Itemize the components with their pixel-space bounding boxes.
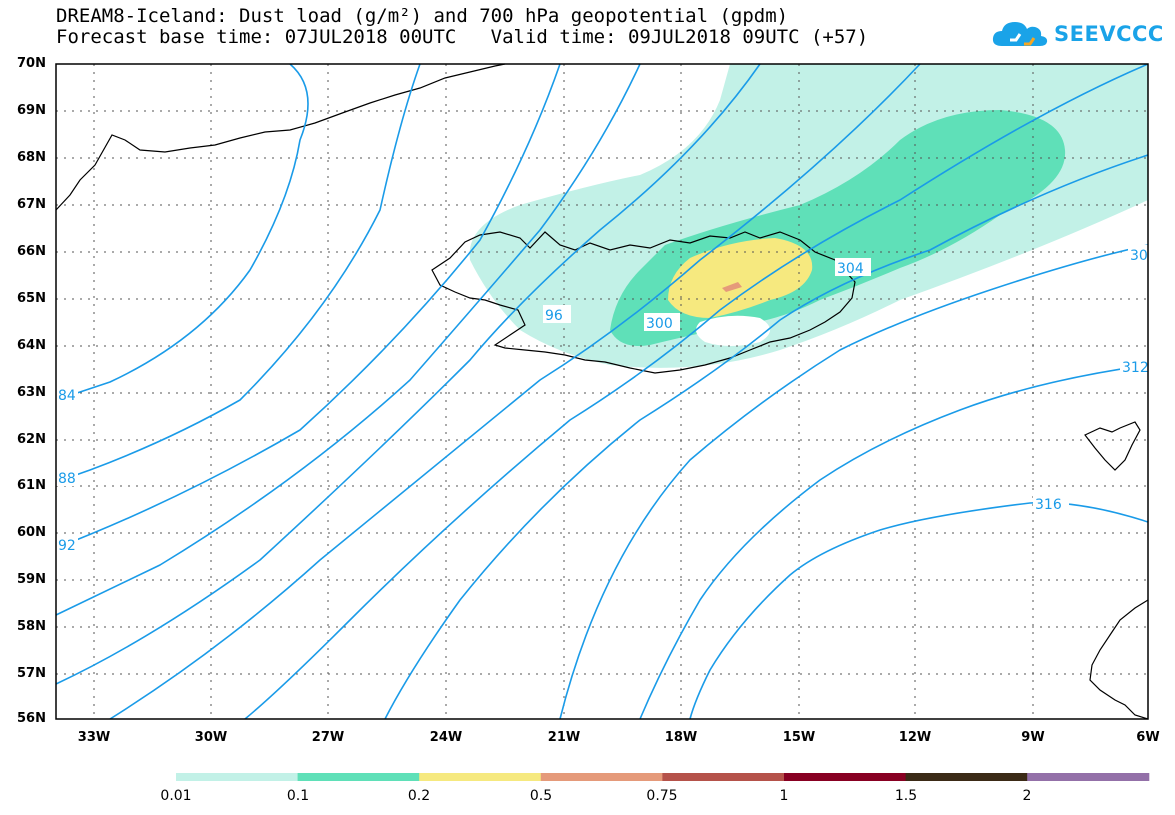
greenland-coast — [55, 63, 506, 211]
dust-hole — [696, 315, 770, 346]
colorbar-label: 0.5 — [529, 788, 553, 804]
lat-label: 66N — [17, 244, 46, 259]
lon-label: 12W — [898, 730, 932, 745]
contour-284 — [55, 63, 309, 401]
lon-label: 15W — [782, 730, 816, 745]
contour-label: 304 — [837, 261, 864, 277]
colorbar-swatch — [297, 773, 420, 781]
contour-288 — [55, 63, 421, 483]
lon-label: 30W — [194, 730, 228, 745]
contour-label: 92 — [58, 538, 76, 554]
lat-label: 70N — [17, 56, 46, 71]
coastlines — [55, 63, 1149, 720]
lon-label: 24W — [429, 730, 463, 745]
lat-label: 68N — [17, 150, 46, 165]
colorbar-swatch — [1027, 773, 1150, 781]
lon-label: 9W — [1021, 730, 1045, 745]
lat-label: 65N — [17, 291, 46, 306]
contour-labels: 84 88 92 96 300 304 30 312 316 — [56, 245, 1149, 554]
colorbar-label: 1.5 — [894, 788, 918, 804]
geopotential-contours — [55, 63, 1149, 720]
contour-label: 88 — [58, 471, 76, 487]
contour-300 — [55, 63, 761, 685]
colorbar-swatch — [905, 773, 1028, 781]
lat-label: 60N — [17, 525, 46, 540]
contour-label: 84 — [58, 388, 76, 404]
contour-label: 96 — [545, 308, 563, 324]
lat-label: 63N — [17, 385, 46, 400]
contour-308 — [244, 63, 1149, 720]
lon-label: 27W — [311, 730, 345, 745]
contour-label: 300 — [646, 316, 673, 332]
colorbar-swatch — [176, 773, 299, 781]
lat-label: 64N — [17, 338, 46, 353]
colorbar-swatch — [419, 773, 542, 781]
seevccc-logo: SEEVCCC — [990, 14, 1164, 54]
iceland-coast — [431, 231, 856, 374]
contour-label: 312 — [1122, 360, 1149, 376]
colorbar-swatch — [540, 773, 663, 781]
lat-label: 57N — [17, 666, 46, 681]
dust-0.2-region — [668, 238, 813, 318]
contour-292 — [55, 63, 561, 549]
graticule — [56, 64, 1148, 719]
map-title: DREAM8-Iceland: Dust load (g/m²) and 700… — [56, 5, 789, 27]
colorbar — [176, 773, 1150, 781]
lat-label: 58N — [17, 619, 46, 634]
dust-0.5-region — [722, 282, 742, 292]
contour-310 — [384, 154, 1149, 720]
contour-label: 316 — [1035, 497, 1062, 513]
colorbar-label: 0.1 — [286, 788, 310, 804]
lat-label: 59N — [17, 572, 46, 587]
lat-label: 67N — [17, 197, 46, 212]
contour-296 — [55, 63, 641, 616]
contour-label: 30 — [1130, 248, 1148, 264]
contour-304 — [109, 63, 921, 720]
dust-load-field — [469, 64, 1148, 368]
map-frame — [55, 63, 1149, 720]
colorbar-label: 0.01 — [160, 788, 192, 804]
lon-label: 33W — [77, 730, 111, 745]
lat-label: 56N — [17, 711, 46, 726]
lat-label: 62N — [17, 432, 46, 447]
contour-313 — [639, 364, 1149, 720]
lat-label: 69N — [17, 103, 46, 118]
contour-316 — [689, 501, 1149, 720]
map-subtitle: Forecast base time: 07JUL2018 00UTC Vali… — [56, 26, 869, 48]
lon-label: 18W — [664, 730, 698, 745]
contour-312 — [559, 244, 1149, 720]
lon-label: 21W — [547, 730, 581, 745]
colorbar-label: 2 — [1022, 788, 1032, 804]
faroe-islands — [1084, 421, 1141, 471]
colorbar-swatch — [662, 773, 785, 781]
colorbar-label: 0.75 — [646, 788, 678, 804]
cloud-icon — [992, 22, 1048, 46]
colorbar-label: 0.2 — [407, 788, 431, 804]
scotland-coast — [1089, 599, 1149, 720]
lon-label: 6W — [1136, 730, 1160, 745]
colorbar-label: 1 — [779, 788, 789, 804]
colorbar-swatch — [784, 773, 907, 781]
lat-label: 61N — [17, 478, 46, 493]
logo-text: SEEVCCC — [1054, 22, 1164, 46]
